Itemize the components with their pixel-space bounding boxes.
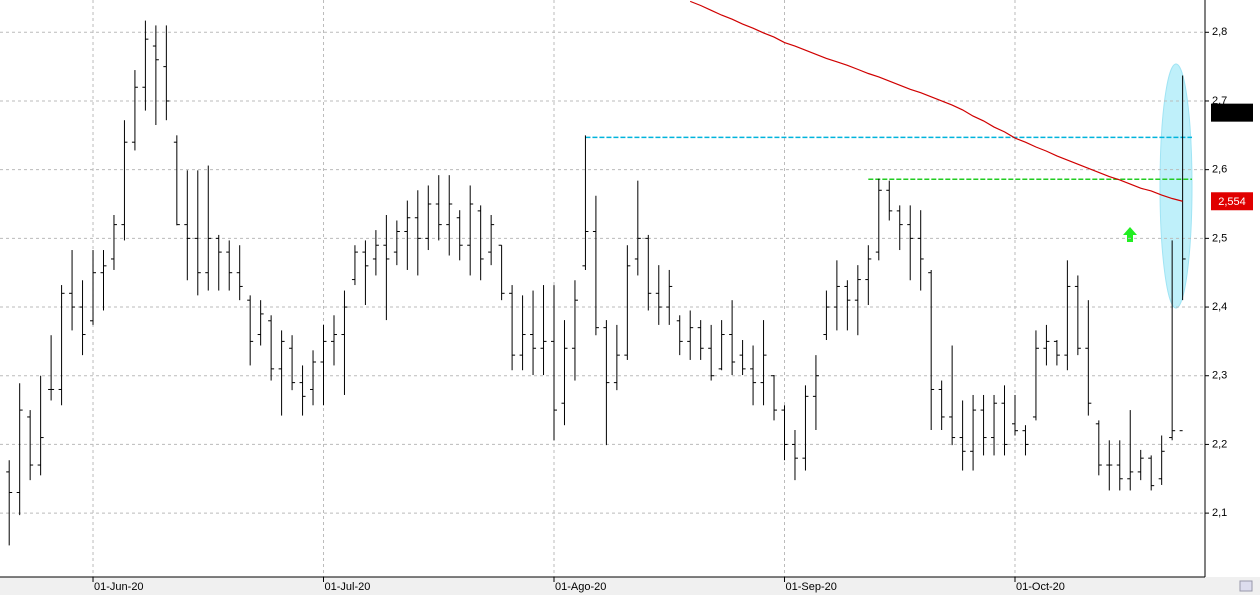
y-tick-label: 2,6 bbox=[1212, 164, 1227, 176]
x-tick-label: 01-Ago-20 bbox=[555, 581, 606, 593]
x-tick-label: 01-Jul-20 bbox=[325, 581, 371, 593]
price-label-box bbox=[1211, 103, 1253, 122]
x-tick-label: 01-Oct-20 bbox=[1016, 581, 1065, 593]
y-tick-label: 2,5 bbox=[1212, 232, 1227, 244]
up-arrow bbox=[1123, 227, 1137, 242]
highlight-ellipse bbox=[1159, 63, 1193, 309]
x-axis-strip bbox=[0, 577, 1260, 595]
x-tick-label: 01-Jun-20 bbox=[94, 581, 144, 593]
y-tick-label: 2,4 bbox=[1212, 301, 1227, 313]
corner-icon bbox=[1239, 580, 1253, 592]
ma-line bbox=[689, 0, 1183, 202]
price-label: 2,554 bbox=[1218, 196, 1246, 208]
y-tick-label: 2,3 bbox=[1212, 370, 1227, 382]
y-tick-label: 2,2 bbox=[1212, 438, 1227, 450]
y-tick-label: 2,1 bbox=[1212, 507, 1227, 519]
price-label-box bbox=[1211, 192, 1253, 211]
x-tick-label: 01-Sep-20 bbox=[785, 581, 836, 593]
y-tick-label: 2,8 bbox=[1212, 26, 1227, 38]
